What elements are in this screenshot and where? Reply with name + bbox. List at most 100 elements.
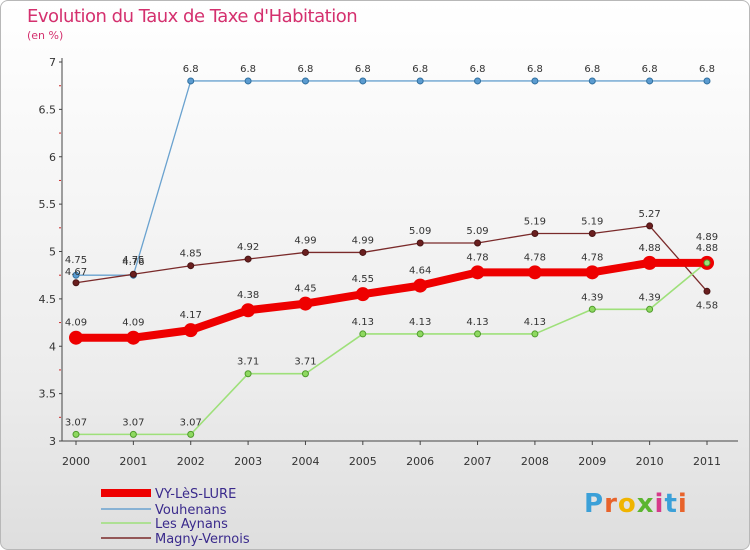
data-point: [416, 239, 424, 247]
legend-label: Les Aynans: [155, 517, 228, 532]
data-label: 4.17: [180, 310, 202, 321]
data-point: [359, 77, 367, 85]
data-label: 3.07: [180, 417, 202, 428]
data-point: [69, 330, 83, 345]
logo-letter: t: [664, 489, 678, 519]
logo-letter: r: [604, 489, 618, 519]
series-line-3: [75, 225, 708, 292]
data-label: 4.75: [65, 255, 87, 266]
data-label: 6.8: [355, 64, 371, 75]
data-label: 6.8: [642, 64, 658, 75]
x-tick-label: 2001: [119, 455, 147, 468]
x-tick-label: 2002: [177, 455, 205, 468]
logo-letter: P: [584, 489, 605, 519]
data-label: 4.09: [65, 318, 87, 329]
data-label: 4.67: [65, 267, 87, 278]
data-point: [474, 77, 482, 85]
data-label: 6.8: [183, 64, 199, 75]
data-point: [298, 296, 313, 311]
chart-title: Evolution du Taux de Taxe d'Habitation: [27, 6, 358, 27]
y-tick-label: 3.5: [39, 388, 57, 401]
data-label: 4.13: [466, 317, 488, 328]
data-point: [416, 77, 424, 85]
data-label: 4.78: [581, 252, 603, 263]
y-tick-label: 7: [49, 56, 56, 69]
data-label: 4.55: [352, 274, 374, 285]
legend-label: VY-LèS-LURE: [155, 487, 236, 502]
data-label: 6.8: [240, 64, 256, 75]
legend-label: Vouhenans: [155, 503, 227, 518]
x-tick-label: 2004: [291, 455, 319, 468]
data-point: [355, 287, 370, 302]
legend-label: Magny-Vernois: [155, 532, 250, 547]
data-point: [241, 303, 256, 318]
data-label: 4.78: [466, 252, 488, 263]
data-point: [301, 370, 309, 378]
data-point: [301, 77, 309, 85]
data-label: 5.09: [466, 226, 488, 237]
data-label: 4.38: [237, 290, 259, 301]
data-point: [359, 330, 367, 338]
x-tick-label: 2008: [521, 455, 549, 468]
data-label: 4.39: [639, 292, 661, 303]
y-tick-label: 6.5: [39, 103, 57, 116]
data-point: [183, 323, 198, 338]
data-point: [72, 430, 80, 438]
data-point: [703, 77, 711, 85]
data-label: 4.76: [122, 257, 144, 268]
data-label: 4.99: [352, 235, 374, 246]
y-tick-label: 5: [49, 246, 56, 259]
data-label: 6.8: [412, 64, 428, 75]
data-point: [301, 248, 309, 256]
data-label: 4.13: [524, 317, 546, 328]
data-label: 4.09: [122, 318, 144, 329]
data-point: [470, 265, 485, 280]
data-label: 5.19: [581, 216, 603, 227]
x-tick-label: 2009: [578, 455, 606, 468]
data-label: 4.88: [639, 243, 661, 254]
data-point: [244, 255, 252, 263]
data-label: 6.8: [298, 64, 314, 75]
data-label: 4.99: [294, 235, 316, 246]
series-line-1: [76, 80, 707, 276]
data-point: [642, 255, 657, 270]
data-label: 3.71: [237, 357, 259, 368]
data-point: [531, 330, 539, 338]
x-tick-label: 2011: [693, 455, 721, 468]
data-point: [244, 370, 252, 378]
data-point: [72, 279, 80, 287]
x-tick-label: 2000: [62, 455, 90, 468]
logo-letter: o: [617, 489, 637, 519]
proxiti-logo: Proxiti: [584, 489, 688, 519]
data-point: [129, 270, 137, 278]
data-point: [646, 77, 654, 85]
data-point: [646, 305, 654, 313]
data-label: 6.8: [699, 64, 715, 75]
data-point: [72, 271, 80, 279]
y-tick-label: 5.5: [39, 198, 57, 211]
data-label: 6.8: [470, 64, 486, 75]
data-point: [244, 77, 252, 85]
data-label: 4.45: [294, 284, 316, 295]
data-point: [646, 222, 654, 230]
data-label: 3.07: [65, 417, 87, 428]
data-label: 4.75: [122, 255, 144, 266]
logo-letter: x: [636, 489, 655, 519]
data-point: [588, 77, 596, 85]
data-label: 4.92: [237, 242, 259, 253]
data-point: [359, 248, 367, 256]
data-point: [474, 239, 482, 247]
x-tick-label: 2007: [464, 455, 492, 468]
data-point-overlay: [703, 259, 711, 267]
y-tick-label: 3: [49, 435, 56, 448]
logo-letter: i: [654, 489, 665, 519]
x-tick-label: 2005: [349, 455, 377, 468]
data-point: [703, 287, 711, 295]
data-label: 4.58: [696, 300, 718, 311]
series-line-2: [76, 261, 708, 436]
data-point: [126, 330, 141, 345]
x-tick-label: 2003: [234, 455, 262, 468]
data-point: [531, 77, 539, 85]
data-label: 4.13: [352, 317, 374, 328]
